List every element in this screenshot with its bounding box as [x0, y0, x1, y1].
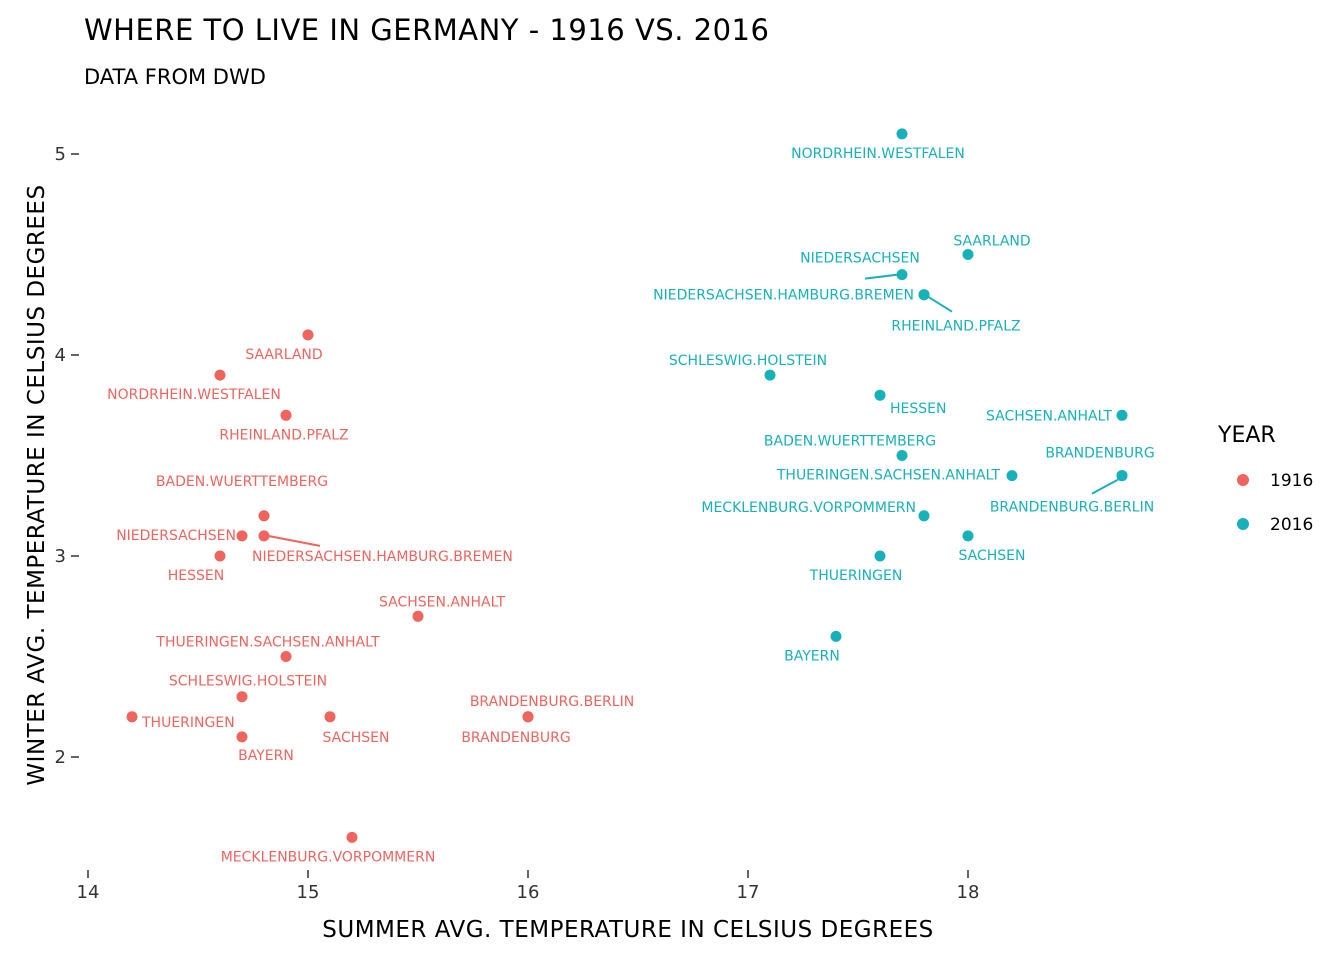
- label-1916-sachsen-anhalt: SACHSEN.ANHALT: [379, 594, 505, 610]
- point-1916-hessen: [214, 550, 226, 562]
- label-2016-niedersachsen-hamburg-bremen: NIEDERSACHSEN.HAMBURG.BREMEN: [653, 288, 914, 304]
- label-2016-niedersachsen: NIEDERSACHSEN: [800, 251, 920, 267]
- label-1916-brandenburg: BRANDENBURG: [461, 730, 570, 746]
- point-2016-thueringen: [874, 550, 886, 562]
- label-1916-schleswig-holstein: SCHLESWIG.HOLSTEIN: [169, 674, 327, 690]
- label-1916-niedersachsen: NIEDERSACHSEN: [116, 528, 236, 544]
- x-tick-label: 17: [737, 882, 760, 903]
- x-tick-label: 14: [77, 882, 100, 903]
- x-axis: 14 15 16 17 18: [77, 870, 980, 903]
- label-2016-thueringen: THUERINGEN: [809, 568, 903, 584]
- label-2016-brandenburg: BRANDENBURG: [1045, 446, 1154, 462]
- point-1916-baden-wuerttemberg: [258, 510, 270, 522]
- label-1916-rheinland-pfalz: RHEINLAND.PFALZ: [219, 427, 348, 443]
- point-1916-mecklenburg-vorpommern: [346, 831, 358, 843]
- point-1916-thueringen-sachsen-anhalt: [280, 651, 292, 662]
- label-2016-baden-wuerttemberg: BADEN.WUERTTEMBERG: [764, 434, 936, 450]
- label-1916-saarland: SAARLAND: [245, 347, 322, 363]
- y-tick-label: 5: [55, 144, 66, 165]
- label-1916-thueringen: THUERINGEN: [141, 715, 235, 731]
- legend-key-1916: [1237, 474, 1249, 486]
- label-1916-nordrhein-westfalen: NORDRHEIN.WESTFALEN: [107, 387, 281, 403]
- point-1916-sachsen: [324, 711, 336, 723]
- legend-key-2016: [1237, 518, 1249, 530]
- label-1916-mecklenburg-vorpommern: MECKLENBURG.VORPOMMERN: [221, 849, 436, 865]
- x-axis-title: SUMMER AVG. TEMPERATURE IN CELSIUS DEGRE…: [322, 917, 933, 943]
- point-2016-hessen: [874, 389, 886, 401]
- leader-line-2016-niedersachsen: [864, 273, 899, 280]
- point-1916-sachsen-anhalt: [412, 610, 424, 622]
- label-1916-baden-wuerttemberg: BADEN.WUERTTEMBERG: [156, 474, 328, 490]
- leader-line-1916-niedersachsen-hamburg-bremen: [267, 534, 321, 547]
- point-1916-nordrhein-westfalen: [214, 369, 226, 381]
- label-2016-brandenburg-berlin: BRANDENBURG.BERLIN: [990, 500, 1154, 516]
- point-2016-brandenburg-berlin: [1116, 470, 1128, 482]
- label-2016-sachsen: SACHSEN: [959, 548, 1026, 564]
- legend: YEAR 1916 2016: [1217, 423, 1313, 535]
- point-1916-brandenburg: [522, 711, 534, 723]
- label-2016-schleswig-holstein: SCHLESWIG.HOLSTEIN: [669, 353, 827, 369]
- point-1916-thueringen: [126, 711, 138, 723]
- leader-line-2016-rheinland-pfalz: [927, 295, 953, 313]
- y-axis: 2 3 4 5: [55, 144, 79, 768]
- y-tick-label: 4: [55, 345, 66, 366]
- y-axis-title: WINTER AVG. TEMPERATURE IN CELSIUS DEGRE…: [24, 184, 50, 785]
- label-2016-hessen: HESSEN: [890, 401, 946, 417]
- chart-title: WHERE TO LIVE IN GERMANY - 1916 VS. 2016: [84, 13, 769, 47]
- label-2016-mecklenburg-vorpommern: MECKLENBURG.VORPOMMERN: [701, 500, 916, 516]
- leader-line-2016-brandenburg-berlin: [1091, 478, 1119, 495]
- legend-title: YEAR: [1217, 423, 1276, 448]
- label-1916-sachsen: SACHSEN: [323, 730, 390, 746]
- label-2016-bayern: BAYERN: [784, 648, 840, 664]
- label-2016-saarland: SAARLAND: [953, 234, 1030, 250]
- chart-subtitle: DATA FROM DWD: [84, 65, 266, 89]
- point-1916-schleswig-holstein: [236, 691, 248, 703]
- label-2016-sachsen-anhalt: SACHSEN.ANHALT: [986, 408, 1112, 424]
- label-1916-thueringen-sachsen-anhalt: THUERINGEN.SACHSEN.ANHALT: [155, 635, 380, 651]
- label-1916-hessen: HESSEN: [168, 568, 224, 584]
- point-2016-thueringen-sachsen-anhalt: [1006, 470, 1018, 482]
- point-2016-schleswig-holstein: [764, 369, 776, 381]
- point-2016-sachsen-anhalt: [1116, 409, 1128, 421]
- label-2016-thueringen-sachsen-anhalt: THUERINGEN.SACHSEN.ANHALT: [776, 468, 1001, 484]
- label-1916-bayern: BAYERN: [238, 748, 294, 764]
- label-2016-rheinland-pfalz: RHEINLAND.PFALZ: [891, 319, 1020, 335]
- point-1916-bayern: [236, 731, 248, 743]
- point-2016-sachsen: [962, 530, 974, 542]
- point-2016-rheinland-pfalz: [918, 289, 930, 301]
- legend-label-1916: 1916: [1270, 471, 1313, 491]
- y-tick-label: 3: [55, 546, 66, 567]
- label-leader-lines: [267, 273, 1119, 547]
- x-tick-label: 18: [957, 882, 980, 903]
- x-tick-label: 16: [517, 882, 540, 903]
- label-1916-brandenburg-berlin: BRANDENBURG.BERLIN: [470, 694, 634, 710]
- label-1916-niedersachsen-hamburg-bremen: NIEDERSACHSEN.HAMBURG.BREMEN: [252, 549, 513, 565]
- point-1916-saarland: [302, 329, 314, 341]
- point-1916-rheinland-pfalz: [280, 409, 292, 421]
- point-2016-bayern: [830, 630, 842, 642]
- point-2016-baden-wuerttemberg: [896, 450, 908, 461]
- point-2016-saarland: [962, 249, 974, 260]
- point-labels: SAARLAND NORDRHEIN.WESTFALEN RHEINLAND.PFA…: [107, 146, 1155, 866]
- label-2016-nordrhein-westfalen: NORDRHEIN.WESTFALEN: [791, 146, 965, 162]
- point-2016-mecklenburg-vorpommern: [918, 510, 930, 522]
- point-2016-niedersachsen: [896, 269, 908, 281]
- point-1916-niedersachsen: [236, 530, 248, 542]
- x-tick-label: 15: [297, 882, 320, 903]
- legend-label-2016: 2016: [1270, 515, 1313, 535]
- point-2016-nordrhein-westfalen: [896, 128, 908, 140]
- y-tick-label: 2: [55, 747, 66, 768]
- data-points: [126, 128, 1128, 843]
- point-1916-niedersachsen-hamburg-bremen: [258, 530, 270, 542]
